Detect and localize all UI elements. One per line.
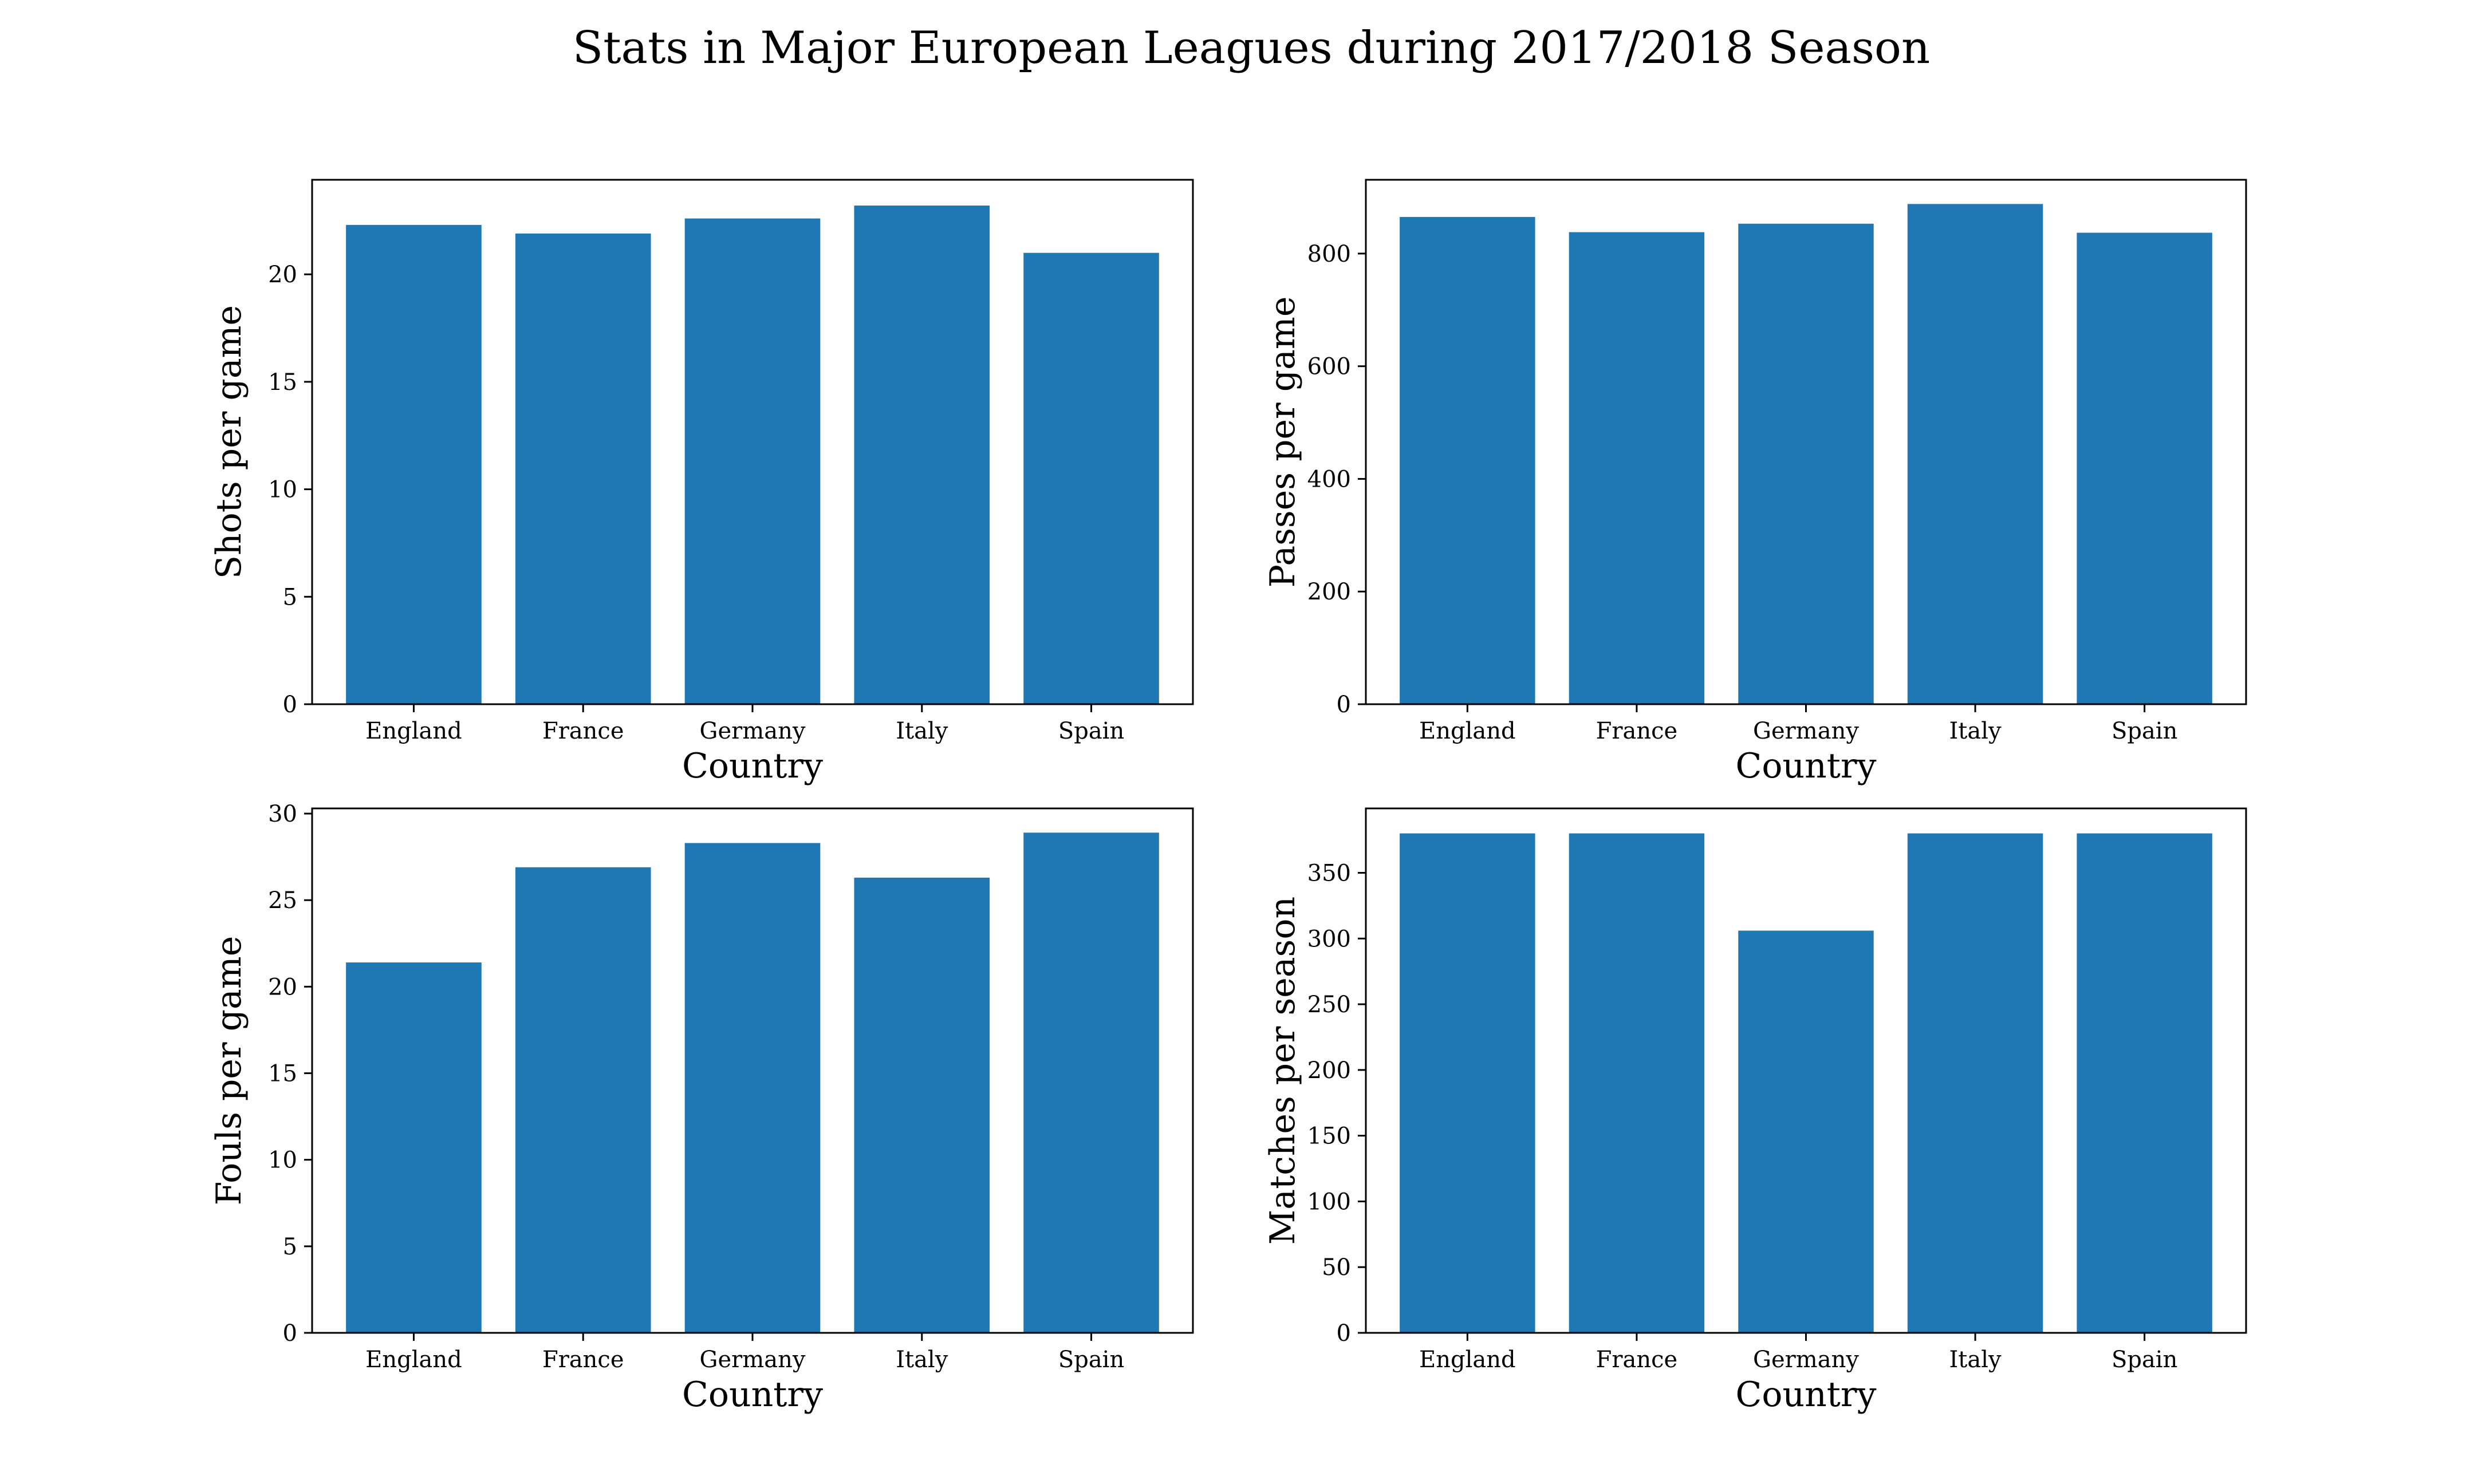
y-tick-label-passes-2: 400 xyxy=(1307,466,1351,492)
x-tick-label-shots-germany: Germany xyxy=(700,718,806,744)
y-tick-label-matches-0: 0 xyxy=(1337,1320,1351,1347)
subplot-matches: 0 50 100 150 200 250 300 350 England France German… xyxy=(1263,807,2247,1415)
x-axis-label-matches: Country xyxy=(1735,1375,1876,1415)
y-tick-label-fouls-0: 0 xyxy=(283,1320,297,1347)
x-tick-label-shots-england: England xyxy=(365,718,462,744)
x-tick-label-matches-spain: Spain xyxy=(2111,1347,2177,1373)
x-tick-label-shots-italy: Italy xyxy=(896,718,948,744)
bar-shots-germany xyxy=(684,218,821,704)
y-tick-label-matches-3: 150 xyxy=(1307,1123,1351,1150)
y-tick-label-matches-4: 200 xyxy=(1307,1057,1351,1084)
y-tick-label-passes-4: 800 xyxy=(1307,241,1351,267)
bar-matches-germany xyxy=(1738,930,1874,1333)
x-axis-label-shots: Country xyxy=(682,746,823,786)
y-tick-label-matches-6: 300 xyxy=(1307,926,1351,952)
subplot-fouls: 0 5 10 15 20 25 30 England France Germany Italy Spa… xyxy=(209,801,1194,1415)
y-tick-label-passes-0: 0 xyxy=(1337,692,1351,718)
x-tick-label-passes-germany: Germany xyxy=(1753,718,1859,744)
y-tick-label-passes-1: 200 xyxy=(1307,579,1351,605)
subplot-passes: 0 200 400 600 800 England France Germany Italy Sp… xyxy=(1263,179,2247,786)
x-tick-label-shots-france: France xyxy=(542,718,624,744)
x-tick-label-fouls-italy: Italy xyxy=(896,1347,948,1373)
x-tick-label-passes-italy: Italy xyxy=(1949,718,2002,744)
x-tick-label-passes-england: England xyxy=(1419,718,1516,744)
y-tick-label-fouls-5: 25 xyxy=(268,887,297,914)
y-tick-label-fouls-4: 20 xyxy=(268,974,297,1000)
x-axis-label-passes: Country xyxy=(1735,746,1876,786)
x-tick-label-fouls-england: England xyxy=(365,1347,462,1373)
bar-passes-france xyxy=(1569,232,1705,704)
bar-matches-spain xyxy=(2077,833,2212,1333)
y-tick-label-shots-3: 15 xyxy=(268,369,297,396)
y-axis-label-shots: Shots per game xyxy=(209,305,249,579)
x-tick-label-matches-england: England xyxy=(1419,1347,1516,1373)
x-tick-label-matches-italy: Italy xyxy=(1949,1347,2002,1373)
bar-matches-england xyxy=(1400,833,1535,1333)
y-tick-label-matches-5: 250 xyxy=(1307,992,1351,1018)
bar-passes-italy xyxy=(1907,204,2043,704)
x-tick-label-fouls-spain: Spain xyxy=(1058,1347,1124,1373)
y-tick-label-matches-7: 350 xyxy=(1307,860,1351,886)
x-axis-label-fouls: Country xyxy=(682,1375,823,1415)
y-tick-label-fouls-1: 5 xyxy=(283,1234,297,1260)
y-tick-label-passes-3: 600 xyxy=(1307,354,1351,380)
x-tick-label-fouls-germany: Germany xyxy=(700,1347,806,1373)
y-axis-label-fouls: Fouls per game xyxy=(209,936,249,1205)
bar-passes-spain xyxy=(2077,232,2212,704)
bar-matches-france xyxy=(1569,833,1705,1333)
bar-shots-france xyxy=(515,233,651,705)
y-tick-label-shots-0: 0 xyxy=(283,692,297,718)
y-axis-label-passes: Passes per game xyxy=(1263,297,1303,588)
y-axis-label-matches: Matches per season xyxy=(1263,897,1303,1245)
subplot-grid: 0 5 10 15 20 England France Germany Italy Spain Co… xyxy=(209,179,2247,1415)
bar-fouls-england xyxy=(346,962,482,1333)
x-tick-label-shots-spain: Spain xyxy=(1058,718,1124,744)
bar-shots-italy xyxy=(854,206,990,704)
figure-title: Stats in Major European Leagues during 2… xyxy=(573,22,1930,74)
bar-passes-germany xyxy=(1738,223,1874,704)
y-tick-label-fouls-2: 10 xyxy=(268,1147,297,1174)
bar-fouls-france xyxy=(515,867,651,1333)
bar-shots-england xyxy=(346,224,482,705)
bar-shots-spain xyxy=(1023,252,1159,704)
x-tick-label-passes-france: France xyxy=(1596,718,1678,744)
y-tick-label-fouls-6: 30 xyxy=(268,801,297,827)
y-tick-label-matches-1: 50 xyxy=(1322,1254,1351,1281)
x-tick-label-matches-germany: Germany xyxy=(1753,1347,1859,1373)
bar-fouls-italy xyxy=(854,877,990,1333)
y-tick-label-fouls-3: 15 xyxy=(268,1061,297,1087)
bar-matches-italy xyxy=(1907,833,2043,1333)
bar-fouls-germany xyxy=(684,843,821,1333)
y-tick-label-shots-1: 5 xyxy=(283,584,297,610)
x-tick-label-passes-spain: Spain xyxy=(2111,718,2177,744)
bar-passes-england xyxy=(1400,216,1535,704)
y-tick-label-matches-2: 100 xyxy=(1307,1189,1351,1215)
y-tick-label-shots-4: 20 xyxy=(268,262,297,288)
x-tick-label-fouls-france: France xyxy=(542,1347,624,1373)
subplot-shots: 0 5 10 15 20 England France Germany Italy Spain Co… xyxy=(209,179,1194,786)
x-tick-label-matches-france: France xyxy=(1596,1347,1678,1373)
y-tick-label-shots-2: 10 xyxy=(268,477,297,503)
bar-fouls-spain xyxy=(1023,832,1159,1333)
